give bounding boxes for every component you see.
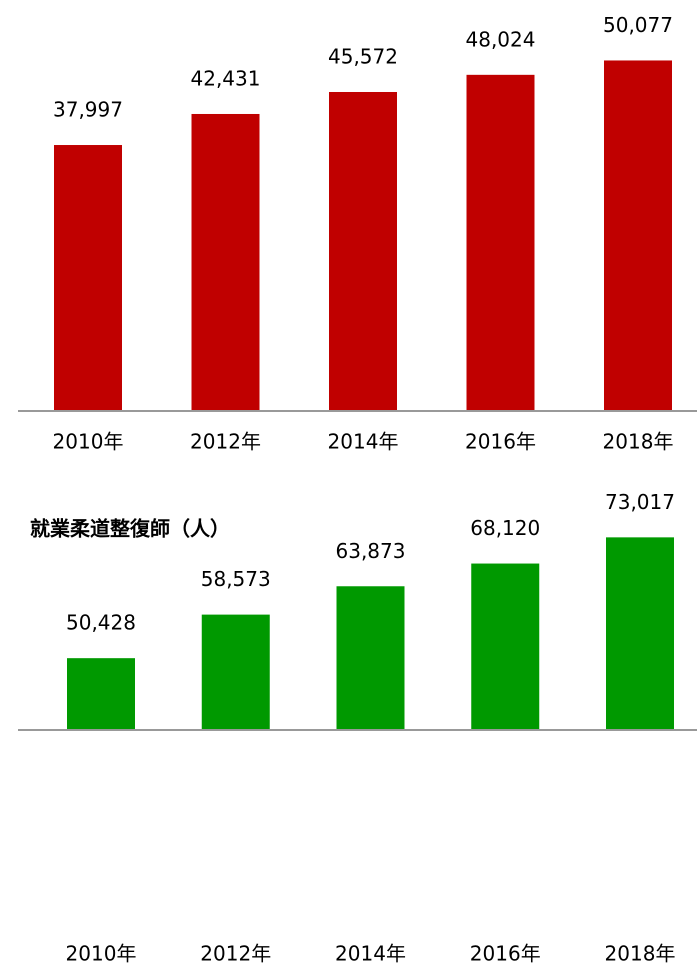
data-label: 45,572 [328, 44, 398, 68]
data-label: 42,431 [191, 66, 261, 90]
x-tick-label: 2010年 [66, 942, 137, 966]
x-tick-label: 2016年 [470, 942, 541, 966]
bar [606, 537, 674, 730]
bar [329, 91, 397, 411]
bar [54, 145, 122, 411]
x-tick-label: 2014年 [335, 942, 406, 966]
data-label: 50,428 [66, 611, 136, 635]
bar [466, 74, 535, 411]
x-tick-label: 2012年 [200, 942, 271, 966]
bar [67, 658, 135, 730]
data-label: 37,997 [53, 98, 123, 122]
data-label: 48,024 [466, 27, 536, 51]
bar [191, 113, 260, 411]
bar [336, 586, 405, 730]
bar [471, 563, 540, 730]
bar [201, 614, 270, 730]
data-label: 68,120 [470, 516, 540, 540]
bar [604, 60, 672, 411]
data-label: 58,573 [201, 567, 271, 591]
x-tick-label: 2010年 [53, 430, 124, 454]
data-label: 50,077 [603, 13, 673, 37]
data-label: 73,017 [605, 490, 675, 514]
x-tick-label: 2016年 [465, 430, 536, 454]
x-tick-label: 2018年 [603, 430, 674, 454]
chart-title: 就業柔道整復師（人） [30, 517, 230, 541]
x-tick-label: 2014年 [328, 430, 399, 454]
data-label: 63,873 [336, 539, 406, 563]
x-tick-label: 2018年 [605, 942, 676, 966]
x-tick-label: 2012年 [190, 430, 261, 454]
